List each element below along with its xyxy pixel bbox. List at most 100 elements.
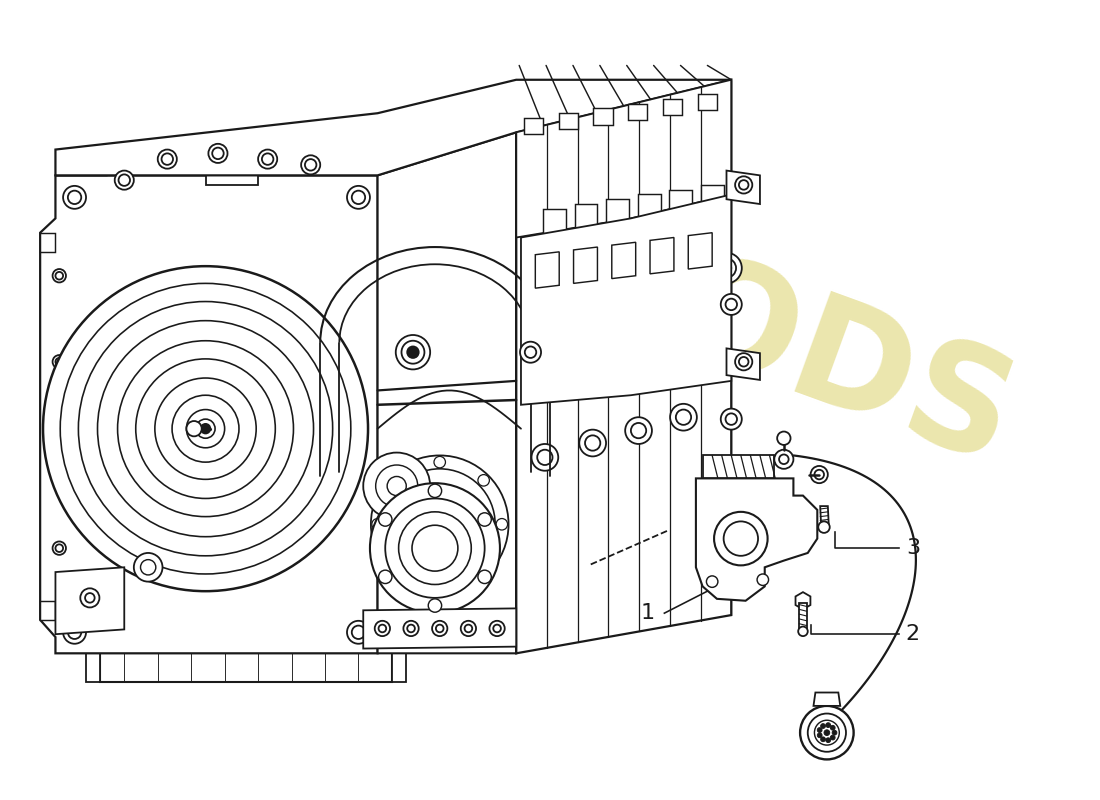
Polygon shape: [689, 233, 712, 269]
Polygon shape: [392, 649, 406, 682]
Circle shape: [346, 621, 370, 644]
Circle shape: [580, 430, 606, 456]
Circle shape: [634, 290, 643, 300]
Circle shape: [724, 522, 758, 556]
Circle shape: [172, 395, 239, 462]
Circle shape: [757, 574, 769, 586]
Circle shape: [363, 453, 430, 519]
Circle shape: [258, 150, 277, 169]
Polygon shape: [40, 233, 55, 252]
Circle shape: [398, 512, 471, 585]
Circle shape: [814, 720, 839, 745]
Circle shape: [578, 294, 608, 325]
Circle shape: [412, 498, 466, 551]
Circle shape: [53, 269, 66, 282]
Circle shape: [53, 355, 66, 369]
Text: 1: 1: [640, 603, 654, 623]
Circle shape: [305, 159, 317, 170]
Circle shape: [407, 625, 415, 632]
Polygon shape: [606, 199, 629, 251]
Circle shape: [726, 518, 737, 530]
Circle shape: [43, 266, 368, 591]
Circle shape: [55, 449, 63, 456]
Circle shape: [706, 576, 718, 587]
Polygon shape: [726, 348, 760, 380]
Circle shape: [735, 176, 752, 194]
Circle shape: [196, 419, 216, 438]
Circle shape: [817, 728, 822, 733]
Circle shape: [624, 279, 653, 310]
Circle shape: [735, 353, 752, 370]
Circle shape: [824, 730, 829, 735]
Circle shape: [811, 466, 828, 483]
Circle shape: [531, 444, 559, 470]
Text: 3: 3: [905, 538, 920, 558]
Circle shape: [537, 450, 552, 465]
Text: 2: 2: [905, 624, 920, 644]
Circle shape: [477, 562, 490, 574]
Circle shape: [434, 456, 446, 468]
Polygon shape: [669, 190, 692, 245]
Circle shape: [186, 421, 201, 436]
Circle shape: [141, 560, 156, 575]
Circle shape: [493, 625, 500, 632]
Circle shape: [55, 544, 63, 552]
Circle shape: [477, 513, 492, 526]
Circle shape: [490, 621, 505, 636]
Polygon shape: [206, 173, 258, 185]
Circle shape: [529, 308, 560, 339]
Circle shape: [378, 513, 392, 526]
Polygon shape: [55, 567, 124, 634]
Polygon shape: [377, 132, 516, 654]
Polygon shape: [821, 506, 828, 526]
Circle shape: [412, 526, 458, 571]
Circle shape: [60, 283, 351, 574]
Circle shape: [778, 431, 791, 445]
Circle shape: [407, 346, 419, 358]
Polygon shape: [628, 104, 647, 120]
Circle shape: [428, 484, 441, 498]
Circle shape: [631, 423, 646, 438]
Circle shape: [200, 424, 210, 434]
Circle shape: [352, 626, 365, 639]
Text: a passion for Porsche since 1985: a passion for Porsche since 1985: [349, 380, 722, 535]
Text: EURODS: EURODS: [344, 131, 1032, 497]
Circle shape: [186, 410, 224, 448]
Circle shape: [739, 500, 748, 510]
Circle shape: [821, 737, 825, 742]
Circle shape: [370, 483, 499, 613]
Circle shape: [426, 510, 454, 538]
Circle shape: [118, 341, 294, 517]
Circle shape: [674, 271, 693, 290]
Polygon shape: [86, 649, 100, 682]
Circle shape: [402, 341, 425, 364]
Circle shape: [739, 180, 748, 190]
Circle shape: [826, 722, 830, 727]
Polygon shape: [516, 80, 732, 238]
Polygon shape: [703, 455, 774, 478]
Circle shape: [434, 581, 446, 592]
Circle shape: [720, 294, 741, 315]
Circle shape: [436, 625, 443, 632]
Circle shape: [55, 272, 63, 279]
Circle shape: [346, 186, 370, 209]
Circle shape: [378, 570, 392, 583]
Circle shape: [583, 300, 602, 318]
Polygon shape: [799, 602, 806, 631]
Polygon shape: [593, 109, 613, 125]
Polygon shape: [726, 170, 760, 204]
Circle shape: [378, 625, 386, 632]
Circle shape: [726, 298, 737, 310]
Polygon shape: [55, 80, 732, 175]
Polygon shape: [701, 185, 724, 242]
Circle shape: [155, 378, 256, 479]
Circle shape: [301, 155, 320, 174]
Polygon shape: [363, 608, 516, 649]
Circle shape: [726, 414, 737, 425]
Polygon shape: [559, 114, 578, 130]
Circle shape: [585, 435, 601, 450]
Circle shape: [461, 621, 476, 636]
Circle shape: [98, 321, 313, 537]
Polygon shape: [612, 242, 636, 278]
Polygon shape: [663, 99, 682, 115]
